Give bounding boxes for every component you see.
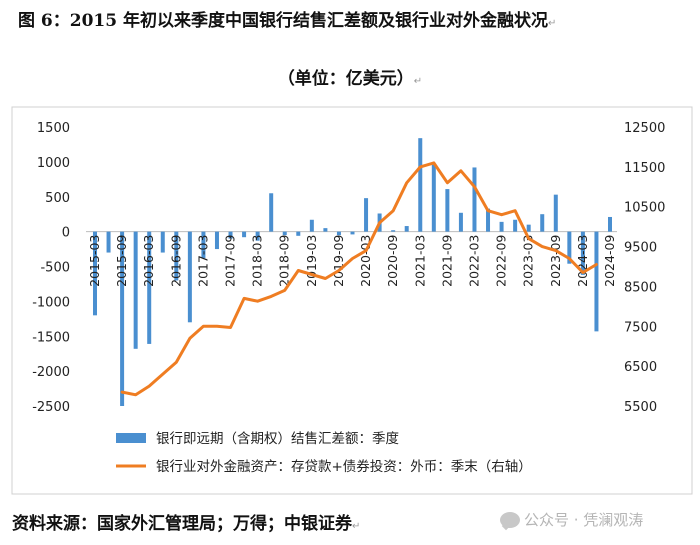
left-tick-label: -1500 <box>32 330 70 345</box>
x-tick-label: 2015-09 <box>114 235 129 287</box>
x-tick-label: 2024-03 <box>575 235 590 287</box>
left-tick-label: 1000 <box>37 156 70 171</box>
x-tick-label: 2022-09 <box>494 235 509 287</box>
x-tick-label: 2024-09 <box>602 235 617 287</box>
paragraph-mark-icon: ↵ <box>413 76 423 87</box>
bar <box>567 231 572 264</box>
x-tick-label: 2018-09 <box>277 235 292 287</box>
left-tick-label: -2000 <box>32 365 70 380</box>
source-note: 资料来源：国家外汇管理局；万得；中银证券↵ <box>12 509 360 534</box>
right-tick-label: 5500 <box>624 400 657 415</box>
x-tick-label: 2023-03 <box>521 235 536 287</box>
right-tick-label: 8500 <box>624 280 657 295</box>
bar <box>269 193 274 232</box>
x-tick-label: 2016-03 <box>141 235 156 287</box>
paragraph-mark-icon: ↵ <box>352 521 361 532</box>
left-tick-label: 0 <box>62 226 70 241</box>
left-tick-label: 500 <box>45 191 70 206</box>
bar <box>391 230 396 232</box>
left-tick-label: -2500 <box>32 400 70 415</box>
bar <box>106 231 111 253</box>
bar <box>364 198 369 232</box>
source-text: 资料来源：国家外汇管理局；万得；中银证券 <box>12 514 352 534</box>
x-tick-label: 2017-03 <box>195 235 210 287</box>
chart-title-text: 图 6：2015 年初以来季度中国银行结售汇差额及银行业对外金融状况 <box>18 11 548 31</box>
bar <box>187 231 192 323</box>
bar <box>458 212 463 232</box>
bar <box>472 167 477 232</box>
left-tick-label: 1500 <box>37 121 70 136</box>
x-tick-label: 2016-09 <box>168 235 183 287</box>
bar <box>214 231 219 250</box>
bar <box>228 231 233 239</box>
x-tick-label: 2020-09 <box>385 235 400 287</box>
bar <box>608 216 612 232</box>
legend-label-line: 银行业对外金融资产：存贷款+债券投资：外币：季末（右轴） <box>156 459 532 475</box>
legend: 银行即远期（含期权）结售汇差额：季度银行业对外金融资产：存贷款+债券投资：外币：… <box>116 430 532 475</box>
bar <box>282 231 287 236</box>
bar <box>431 164 436 232</box>
x-tick-label: 2018-03 <box>250 235 265 287</box>
right-tick-label: 6500 <box>624 360 657 375</box>
bar <box>309 219 314 232</box>
watermark: 公众号 · 凭澜观涛 <box>500 509 643 530</box>
right-tick-label: 10500 <box>624 201 665 216</box>
right-tick-label: 9500 <box>624 241 657 256</box>
bar <box>201 231 206 259</box>
right-tick-label: 11500 <box>624 161 665 176</box>
x-tick-label: 2023-09 <box>548 235 563 287</box>
legend-swatch-bar <box>116 433 146 443</box>
chart-subtitle-text: （单位：亿美元） <box>277 69 414 89</box>
x-axis-labels: 2015-03 2015-09 2016-03 2016-09 2017-03 2017-… <box>87 235 617 287</box>
x-tick-label: 2021-03 <box>412 235 427 287</box>
bar <box>350 231 355 235</box>
bar <box>404 226 409 232</box>
bar <box>540 214 545 232</box>
right-tick-label: 7500 <box>624 320 657 335</box>
x-tick-label: 2015-03 <box>87 235 102 287</box>
bar <box>580 231 585 275</box>
x-tick-label: 2017-09 <box>223 235 238 287</box>
bar <box>255 231 260 241</box>
bar <box>147 231 152 344</box>
right-axis: 12500 11500 10500 9500 8500 7500 6500 5500 <box>624 121 665 415</box>
bar <box>174 231 179 281</box>
bar <box>526 224 531 232</box>
bar <box>120 231 125 406</box>
bar <box>513 219 518 232</box>
bar <box>418 138 423 232</box>
right-tick-label: 12500 <box>624 121 665 136</box>
bar <box>242 231 247 238</box>
x-tick-label: 2020-03 <box>358 235 373 287</box>
bar <box>336 231 341 236</box>
bar <box>160 231 165 253</box>
legend-label-bar: 银行即远期（含期权）结售汇差额：季度 <box>156 430 399 447</box>
bar <box>486 208 491 232</box>
chat-bubble-icon <box>500 511 520 528</box>
left-axis: 1500 1000 500 0 -500 -1000 -1500 -2000 -2500 <box>32 121 70 415</box>
left-tick-label: -500 <box>40 261 70 276</box>
watermark-text: 公众号 · 凭澜观涛 <box>524 511 644 529</box>
paragraph-mark-icon: ↵ <box>547 18 557 29</box>
x-tick-label: 2021-09 <box>439 235 454 287</box>
chart-title: 图 6：2015 年初以来季度中国银行结售汇差额及银行业对外金融状况↵ <box>18 6 698 31</box>
left-tick-label: -1000 <box>32 295 70 310</box>
chart-subtitle: （单位：亿美元）↵ <box>0 64 700 89</box>
x-tick-label: 2019-09 <box>331 235 346 287</box>
bar <box>445 189 450 232</box>
bar <box>296 231 301 236</box>
bar <box>133 231 138 349</box>
bar <box>499 221 504 232</box>
bar <box>323 228 328 232</box>
bar <box>553 194 558 232</box>
bar <box>594 231 599 332</box>
x-tick-label: 2019-03 <box>304 235 319 287</box>
chart-frame <box>11 106 693 495</box>
line-series <box>120 161 598 397</box>
bar <box>93 231 97 316</box>
x-tick-label: 2022-03 <box>466 235 481 287</box>
